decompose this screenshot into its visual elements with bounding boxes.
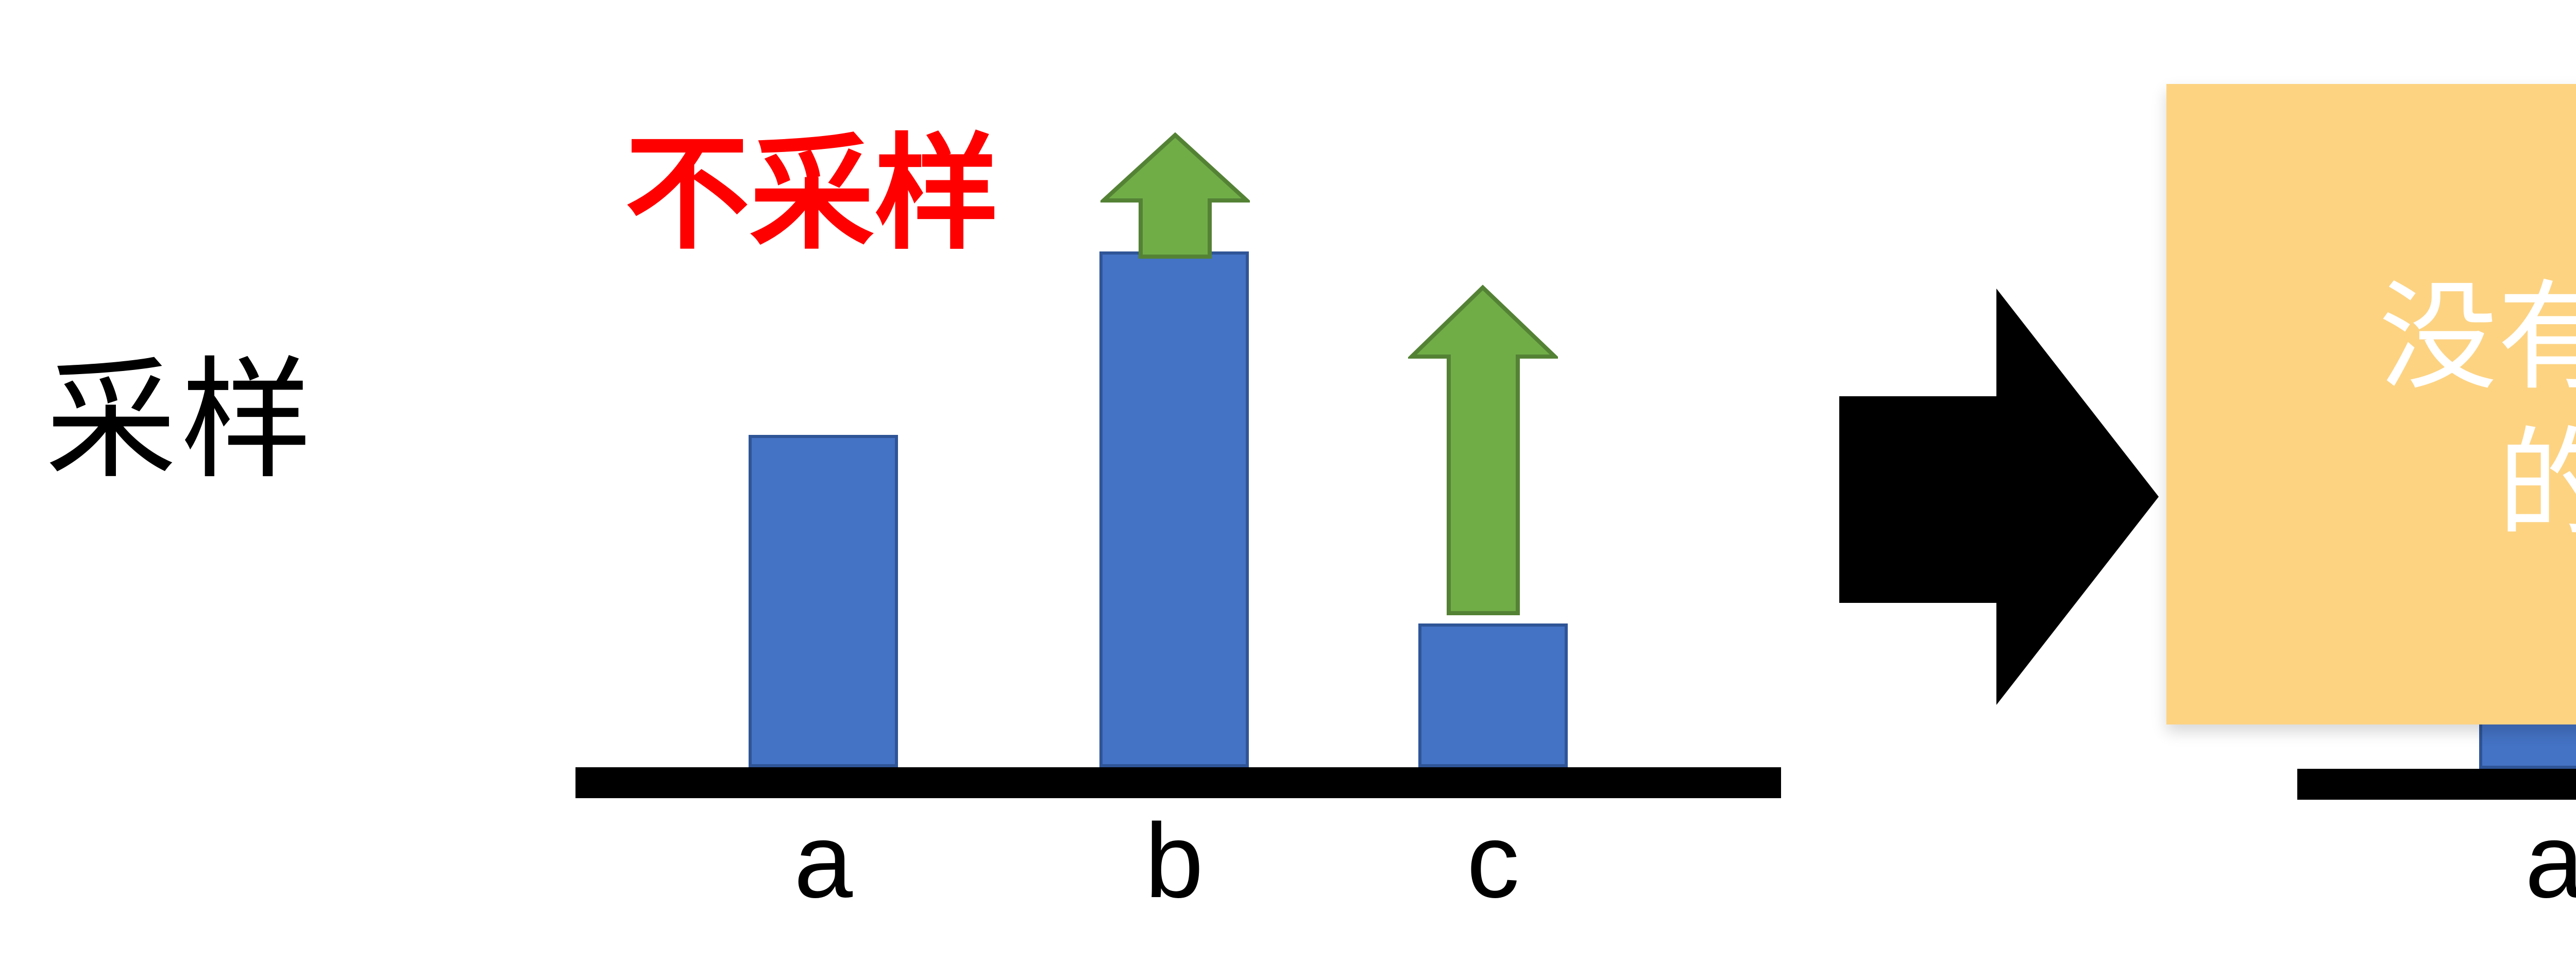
- bar-a: [2479, 721, 2576, 769]
- bar-c: [1418, 623, 1568, 767]
- category-label-c: c: [1466, 802, 1520, 920]
- sampling-side-label: 采样: [45, 349, 317, 495]
- bar-b: [1099, 251, 1249, 767]
- not-sampled-annotation: 不采样: [625, 126, 999, 264]
- left-axis-baseline: [575, 767, 1781, 798]
- category-label-a: a: [793, 802, 853, 920]
- callout-line-2: 的概率将会下降: [2497, 419, 2576, 551]
- bar-a: [749, 435, 898, 767]
- category-label-a: a: [2524, 802, 2576, 920]
- increase-arrow-b-icon: [1100, 132, 1250, 259]
- category-label-b: b: [1144, 802, 1204, 920]
- callout-line-1: 没有被采样到的动作: [2379, 273, 2576, 404]
- transform-arrow-icon: [1839, 289, 2159, 705]
- callout-box: 没有被采样到的动作 的概率将会下降: [2166, 84, 2576, 724]
- increase-arrow-c-icon: [1408, 284, 1558, 615]
- right-axis-baseline: [2297, 769, 2576, 800]
